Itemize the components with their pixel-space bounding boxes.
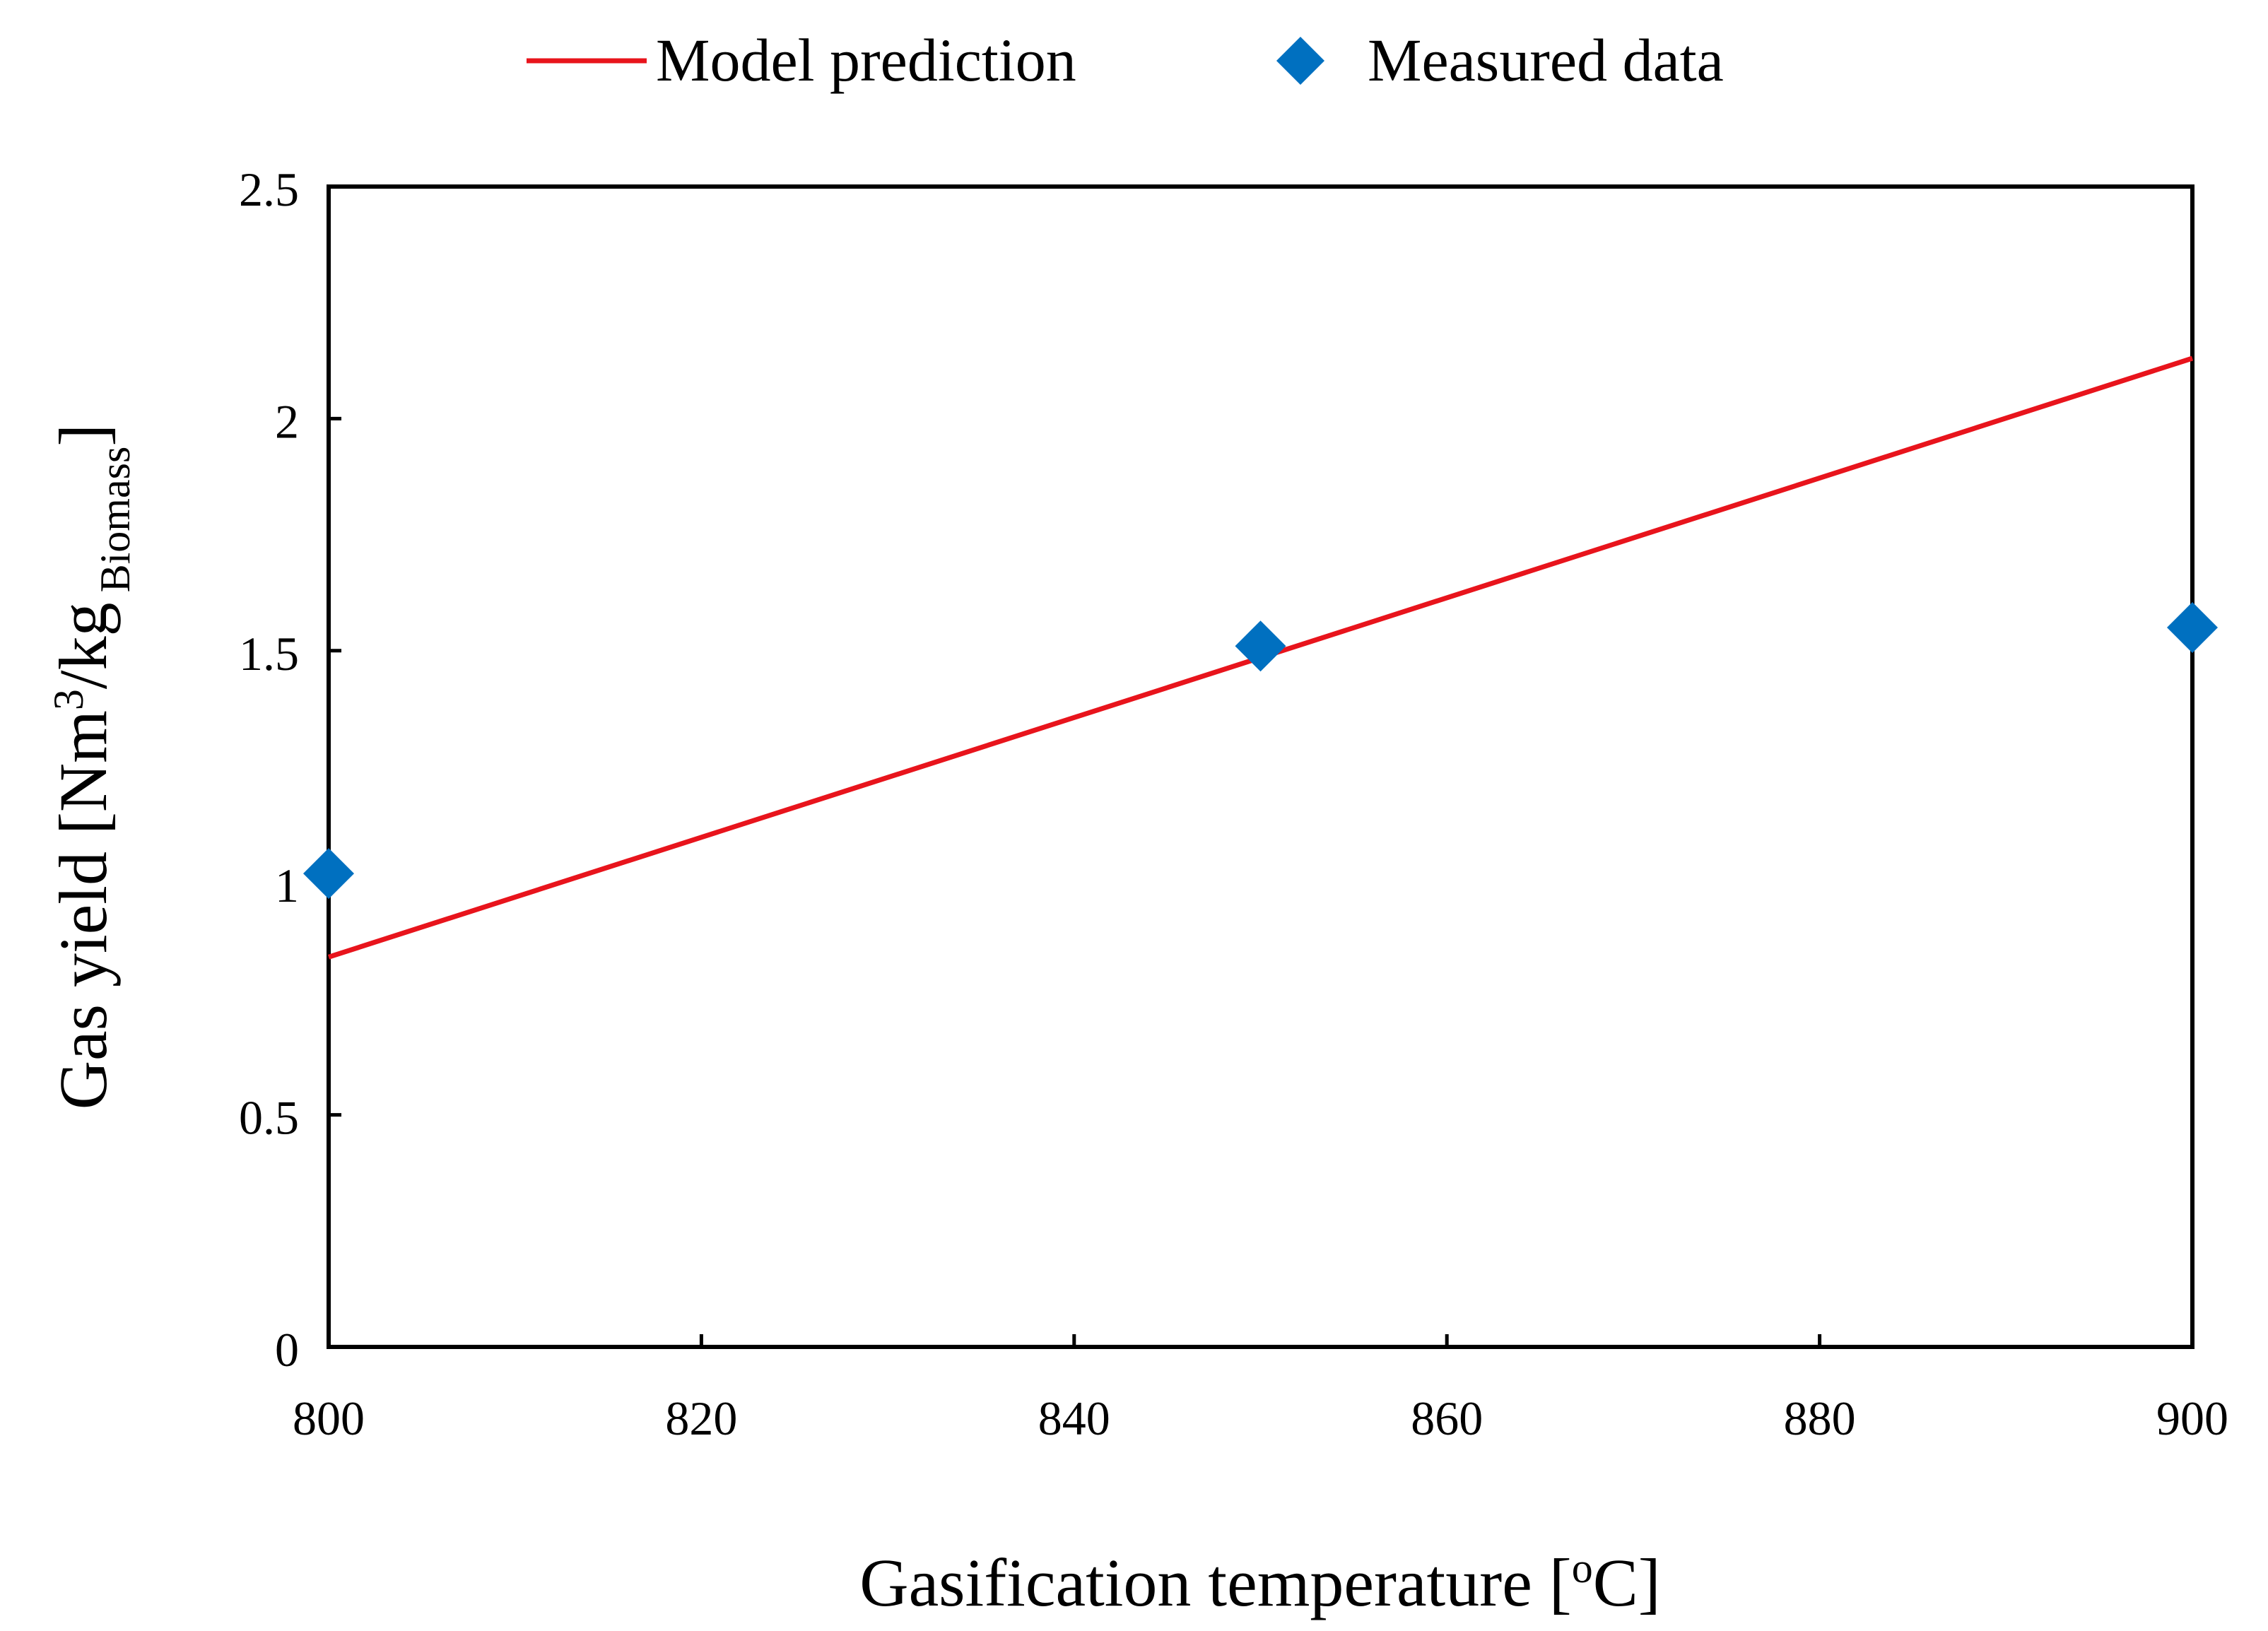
legend: Model prediction Measured data [527,26,1724,94]
legend-label-measured-data: Measured data [1368,26,1724,94]
legend-label-model-prediction: Model prediction [656,26,1076,94]
y-tick-label: 1 [275,859,299,912]
y-tick-label: 0.5 [239,1091,299,1145]
measured-data-point [2167,601,2218,653]
x-tick-label: 840 [1038,1391,1110,1445]
y-tick-label: 2.5 [239,163,299,216]
x-axis: 800 820 840 860 880 900 [293,1334,2228,1445]
measured-data-point [1235,620,1286,672]
x-tick-label: 860 [1411,1391,1483,1445]
y-tick-label: 2 [275,394,299,448]
y-axis: 0 0.5 1 1.5 2 2.5 [239,163,341,1377]
y-tick-label: 1.5 [239,627,299,681]
y-axis-title: Gas yield [Nm3/kgBiomass] [45,424,139,1110]
x-tick-label: 800 [293,1391,365,1445]
y-tick-label: 0 [275,1323,299,1377]
plot-area [327,184,2194,1349]
x-axis-title: Gasification temperature [oC] [859,1545,1661,1620]
measured-data-point [303,848,354,900]
x-tick-label: 880 [1784,1391,1856,1445]
legend-swatch-measured-data [1276,37,1324,85]
series-layer [303,355,2218,960]
x-tick-label: 820 [665,1391,737,1445]
x-tick-label: 900 [2156,1391,2228,1445]
